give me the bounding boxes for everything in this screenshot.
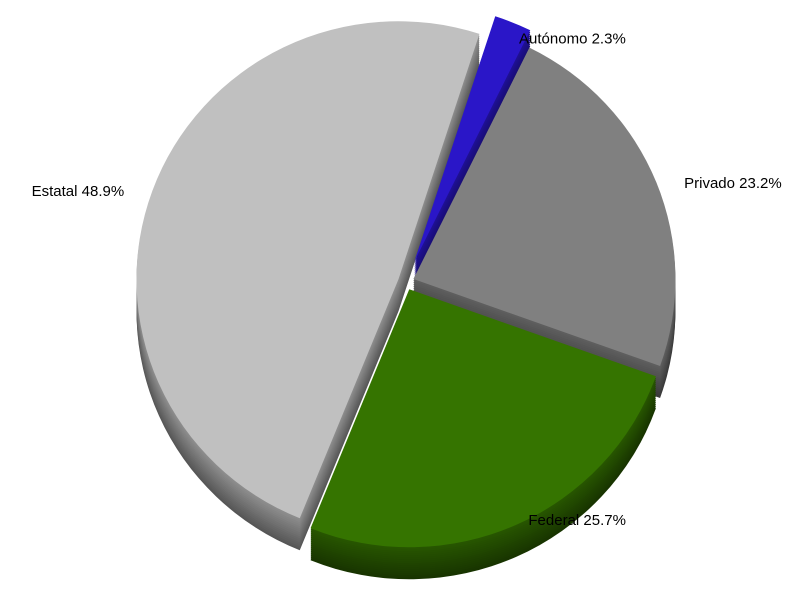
slice: [136, 21, 480, 519]
slice: [310, 289, 656, 548]
slice-label-value: 48.9%: [82, 183, 125, 200]
slice-label: Autónomo 2.3%: [519, 30, 626, 47]
slice-label: Privado 23.2%: [684, 175, 782, 192]
slice-label-name: Autónomo: [519, 30, 587, 47]
slice-label: Estatal 48.9%: [32, 183, 125, 200]
slice-label: Federal 25.7%: [528, 512, 626, 529]
slice-label-name: Estatal: [32, 183, 78, 200]
pie-tops: [136, 16, 676, 548]
slice-label-value: 2.3%: [592, 30, 626, 47]
slice-label-name: Federal: [528, 512, 579, 529]
slice: [413, 47, 676, 367]
pie-labels: Autónomo 2.3% Privado 23.2% Federal 25.7% E…: [32, 30, 782, 529]
slice-label-name: Privado: [684, 175, 735, 192]
slice-label-value: 23.2%: [739, 175, 782, 192]
slice: [414, 16, 531, 262]
slice-label-value: 25.7%: [583, 512, 626, 529]
